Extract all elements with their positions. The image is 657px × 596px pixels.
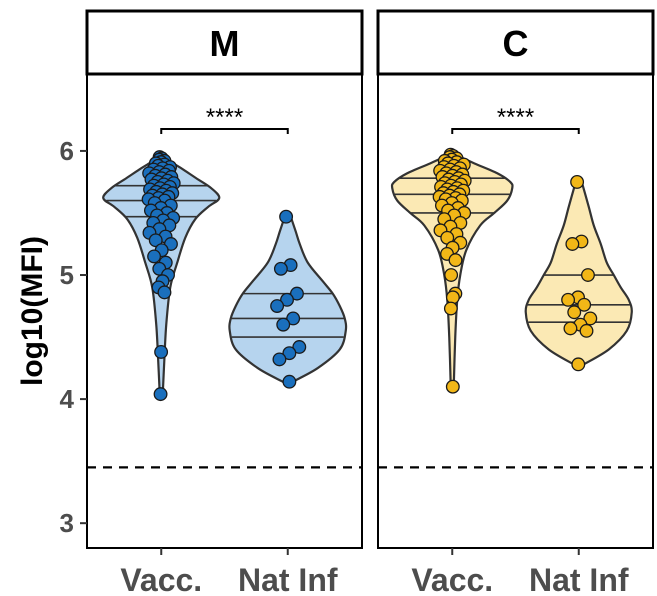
- data-point: [282, 346, 297, 361]
- panels-layer: M Vacc. Nat Inf **** C Vacc. Nat Inf ****: [85, 9, 655, 596]
- data-point: [445, 379, 460, 394]
- y-axis-label: log10(MFI): [16, 236, 49, 386]
- facet-strip-label: C: [503, 23, 529, 64]
- violin-group-1: [524, 175, 633, 372]
- significance-label: ****: [206, 104, 243, 131]
- data-point: [581, 268, 595, 282]
- data-point: [567, 305, 582, 320]
- data-point: [157, 285, 172, 300]
- data-point: [583, 311, 598, 326]
- data-point: [445, 290, 460, 305]
- data-point: [563, 321, 578, 336]
- facet-strip: [376, 9, 655, 76]
- violin-group-0: [102, 150, 221, 402]
- data-point: [273, 261, 288, 276]
- x-tick-label: Nat Inf: [529, 562, 629, 596]
- panel-m: M Vacc. Nat Inf ****: [85, 9, 364, 596]
- significance-label: ****: [497, 104, 534, 131]
- data-point: [276, 317, 291, 332]
- x-tick-label: Vacc.: [411, 562, 493, 596]
- data-point: [154, 344, 169, 359]
- data-point: [279, 209, 294, 224]
- violin-body: [524, 180, 633, 366]
- data-point: [565, 237, 580, 251]
- data-point: [448, 253, 463, 268]
- significance-bracket: [160, 128, 289, 134]
- data-point: [147, 249, 162, 264]
- data-point: [280, 292, 294, 307]
- data-point: [148, 233, 163, 248]
- data-point: [577, 297, 592, 312]
- y-tick-label: 6: [60, 136, 74, 166]
- data-point: [270, 299, 285, 313]
- y-tick-label: 3: [60, 508, 74, 538]
- data-point: [153, 387, 168, 402]
- data-point: [286, 311, 301, 326]
- y-tick-label: 5: [60, 260, 74, 290]
- facet-strip-label: M: [210, 23, 240, 64]
- data-point: [579, 323, 594, 338]
- data-point: [444, 268, 459, 282]
- data-point: [570, 175, 585, 189]
- x-tick-label: Nat Inf: [238, 562, 338, 596]
- data-point: [272, 352, 287, 367]
- data-point: [292, 340, 307, 354]
- data-point: [443, 301, 458, 316]
- panel-border: [377, 73, 654, 549]
- significance-bracket: [451, 128, 580, 134]
- y-tick-label: 4: [60, 384, 75, 414]
- panel-border: [86, 73, 363, 549]
- panel-c: C Vacc. Nat Inf ****: [376, 9, 655, 596]
- x-tick-label: Vacc.: [120, 562, 202, 596]
- y-axis: 3 4 5 6: [60, 136, 87, 538]
- violin-group-1: [228, 209, 348, 389]
- data-point: [561, 292, 576, 307]
- facet-strip: [85, 9, 364, 76]
- data-point: [282, 374, 297, 389]
- data-point: [290, 286, 304, 301]
- violin-group-0: [390, 147, 514, 394]
- data-point: [571, 357, 586, 372]
